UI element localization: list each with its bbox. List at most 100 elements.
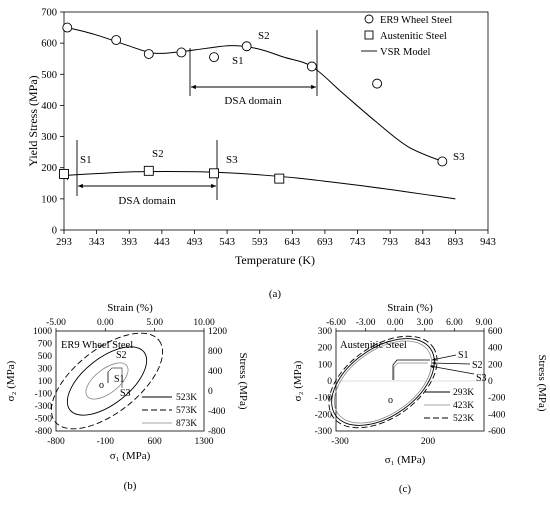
pointer-s1 (431, 354, 457, 361)
left-tick-label: 300 (38, 365, 53, 375)
y-axis-title: Yield Stress (MPa) (26, 75, 40, 166)
x-tick-label: 943 (480, 237, 496, 248)
x-tick-label: 443 (154, 237, 170, 248)
point-label-s3: S3 (453, 151, 465, 163)
right-tick-label: -600 (488, 427, 506, 437)
data-point-er9 (62, 22, 73, 33)
origin-label: o (99, 380, 104, 391)
top-tick-label: -6.00 (326, 318, 346, 328)
x-tick-label: 743 (350, 237, 366, 248)
point-label-s2: S2 (472, 360, 483, 371)
bottom-tick-label: -800 (47, 437, 65, 447)
legend-marker-circle (364, 14, 374, 24)
origin-label: o (388, 395, 393, 406)
right-tick-label: 400 (208, 367, 223, 377)
point-label-s1: S1 (232, 55, 244, 67)
point-label-s3: S3 (476, 373, 487, 384)
top-axis-title: Strain (%) (107, 302, 153, 314)
y-tick-label: 700 (41, 8, 57, 19)
panel-c: Strain (%) -6.00 -3.00 0.00 3.00 6.00 9.00 -30… (292, 302, 548, 495)
x-axis-title: Temperature (K) (235, 253, 315, 267)
left-tick-label: -200 (315, 410, 333, 420)
data-point-er9 (241, 41, 252, 52)
x-tick-label: 643 (284, 237, 300, 248)
ellipse-573K (50, 332, 164, 430)
bottom-tick-label: 1300 (195, 437, 214, 447)
left-tick-label: -300 (35, 402, 53, 412)
panel-a: 293 343 393 443 493 543 593 643 693 743 793 843 893 9… (26, 8, 496, 301)
left-tick-label: 500 (38, 352, 53, 362)
data-point-er9 (372, 78, 383, 89)
legend-label: 293K (453, 388, 474, 398)
bottom-axis-title: σ₁ (MPa) (110, 450, 151, 462)
vsr-model-line (63, 170, 456, 200)
top-tick-label: 9.00 (476, 318, 493, 328)
left-tick-label: 1000 (33, 327, 52, 337)
left-tick-label: 100 (318, 360, 333, 370)
dsa-domain-label: DSA domain (224, 95, 282, 107)
legend-c: 293K 423K 523K (424, 388, 474, 424)
legend-label: VSR Model (380, 47, 431, 58)
left-tick-label: 100 (38, 377, 53, 387)
point-label-s3: S3 (120, 388, 131, 399)
right-tick-label: 1200 (208, 327, 227, 337)
bottom-tick-label: -100 (97, 437, 115, 447)
y-tick-label: 100 (41, 194, 57, 205)
legend-label: 523K (453, 414, 474, 424)
right-axis-title: Stress (MPa) (536, 354, 548, 411)
legend-label: 423K (453, 401, 474, 411)
top-axis-title: Strain (%) (387, 302, 433, 314)
bottom-tick-label: 200 (421, 437, 436, 447)
y-tick-label: 0 (52, 226, 57, 237)
left-axis-title: σ₂ (MPa) (5, 360, 17, 401)
plot-frame-b (55, 330, 205, 432)
right-tick-label: -400 (488, 410, 506, 420)
pointer-s3 (429, 365, 475, 375)
right-tick-label: -400 (208, 407, 226, 417)
ellipse-423K (333, 340, 433, 424)
x-tick-label: 393 (121, 237, 137, 248)
left-tick-label: 700 (38, 340, 53, 350)
left-tick-label: 0 (327, 377, 332, 387)
right-axis-title: Stress (MPa) (237, 352, 249, 409)
data-point-er9 (209, 52, 219, 63)
top-tick-label: -3.00 (356, 318, 376, 328)
legend-label: ER9 Wheel Steel (380, 15, 452, 26)
ellipse-293K (331, 338, 435, 426)
left-tick-label: -300 (315, 427, 333, 437)
top-tick-label: 0.00 (387, 318, 404, 328)
bottom-tick-label: 600 (148, 437, 163, 447)
point-label-s1: S1 (114, 374, 125, 385)
point-label-s1: S1 (80, 154, 92, 166)
caption-b: (b) (124, 480, 137, 492)
left-tick-label: 300 (318, 327, 333, 337)
x-tick-label: 843 (415, 237, 431, 248)
data-point-austenitic (274, 173, 285, 184)
x-tick-label: 793 (382, 237, 398, 248)
data-point-er9 (111, 35, 122, 45)
y-tick-label: 300 (41, 132, 57, 143)
point-label-s1: S1 (458, 350, 469, 361)
top-tick-label: 10.00 (193, 318, 215, 328)
material-label: ER9 Wheel Steel (61, 340, 133, 351)
top-tick-label: 0.00 (97, 318, 114, 328)
right-tick-label: 0 (488, 377, 493, 387)
plot-frame-a (63, 11, 489, 231)
y-tick-label: 600 (41, 39, 57, 50)
right-tick-label: -200 (488, 394, 506, 404)
x-tick-label: 343 (89, 237, 105, 248)
x-tick-label: 893 (448, 237, 464, 248)
x-tick-label: 593 (252, 237, 268, 248)
data-point-er9 (176, 47, 187, 58)
right-tick-label: -800 (208, 427, 226, 437)
data-point-austenitic (59, 168, 69, 179)
caption-a: (a) (269, 288, 282, 300)
x-tick-label: 493 (187, 237, 203, 248)
point-label-s3: S3 (226, 154, 238, 166)
bottom-axis-title: σ₁ (MPa) (385, 454, 426, 466)
point-label-s2: S2 (116, 350, 127, 361)
bottom-tick-label: -300 (331, 437, 349, 447)
top-tick-label: 5.00 (146, 318, 163, 328)
left-tick-label: -100 (35, 390, 53, 400)
